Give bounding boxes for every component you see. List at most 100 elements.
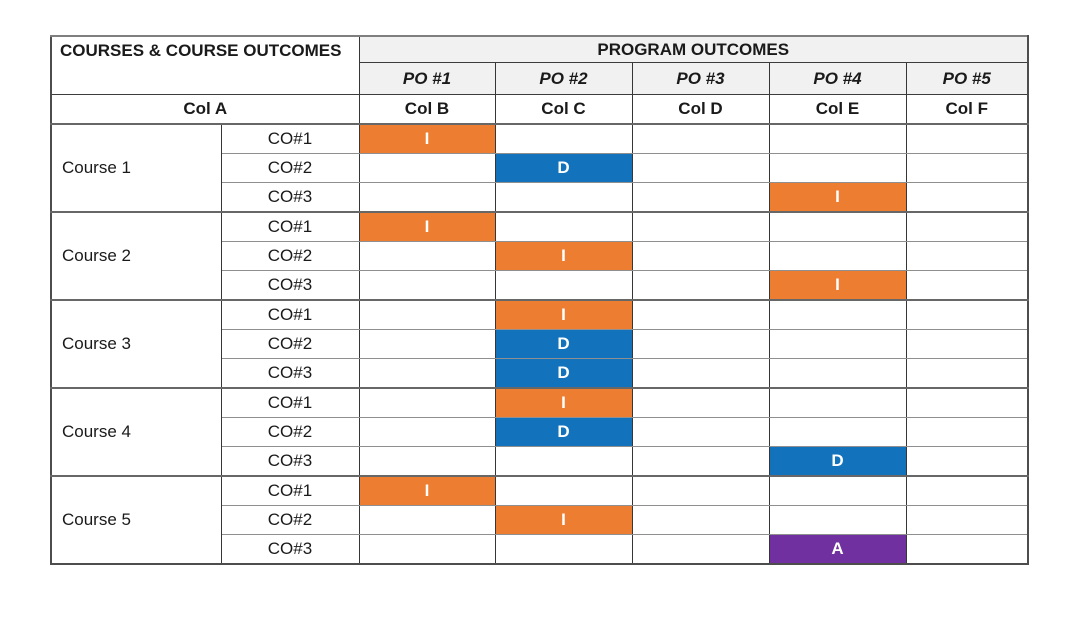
header-row-titles: COURSES & COURSE OUTCOMES PROGRAM OUTCOM… bbox=[50, 35, 1029, 95]
matrix-cell bbox=[905, 417, 1029, 447]
matrix-cell bbox=[768, 329, 907, 359]
col-label-3: Col C bbox=[494, 94, 633, 125]
matrix-cell bbox=[768, 153, 907, 183]
col-label-4: Col D bbox=[631, 94, 770, 125]
matrix-cell: D bbox=[768, 446, 907, 477]
matrix-cell bbox=[768, 211, 907, 242]
matrix-cell bbox=[358, 329, 496, 359]
matrix-cell: I bbox=[768, 270, 907, 301]
table-row: CO#2 I bbox=[51, 505, 1029, 535]
course-name: Course 2 bbox=[50, 211, 222, 301]
matrix-cell bbox=[768, 505, 907, 535]
matrix-cell bbox=[905, 446, 1029, 477]
matrix-cell bbox=[905, 475, 1029, 506]
matrix-cell bbox=[905, 270, 1029, 301]
table-row: CO#3 I bbox=[51, 182, 1029, 213]
matrix-cell bbox=[631, 123, 770, 154]
matrix-cell bbox=[905, 241, 1029, 271]
course-name: Course 3 bbox=[50, 299, 222, 389]
matrix-cell bbox=[631, 211, 770, 242]
matrix-cell bbox=[768, 358, 907, 389]
co-label: CO#1 bbox=[220, 387, 360, 418]
co-label: CO#3 bbox=[220, 446, 360, 477]
matrix-cell: I bbox=[494, 505, 633, 535]
table-row: CO#2 D bbox=[51, 153, 1029, 183]
matrix-cell bbox=[905, 329, 1029, 359]
matrix-cell bbox=[631, 387, 770, 418]
table-row: CO#2 D bbox=[51, 417, 1029, 447]
matrix-cell bbox=[905, 299, 1029, 330]
matrix-cell: I bbox=[358, 123, 496, 154]
matrix-cell bbox=[905, 505, 1029, 535]
matrix-cell bbox=[494, 270, 633, 301]
matrix-cell bbox=[631, 153, 770, 183]
matrix-cell bbox=[631, 446, 770, 477]
matrix-cell bbox=[631, 534, 770, 565]
matrix-cell: D bbox=[494, 329, 633, 359]
matrix-cell bbox=[631, 329, 770, 359]
po-label-5: PO #5 bbox=[905, 62, 1029, 95]
matrix-cell: I bbox=[768, 182, 907, 213]
matrix-cell bbox=[631, 358, 770, 389]
matrix-cell bbox=[905, 153, 1029, 183]
course-name: Course 1 bbox=[50, 123, 222, 213]
table-row: CO#2 I bbox=[51, 241, 1029, 271]
matrix-cell bbox=[905, 358, 1029, 389]
matrix-cell bbox=[494, 534, 633, 565]
matrix-cell: I bbox=[494, 387, 633, 418]
co-label: CO#1 bbox=[220, 123, 360, 154]
matrix-cell bbox=[905, 387, 1029, 418]
matrix-cell bbox=[768, 387, 907, 418]
matrix-cell bbox=[768, 475, 907, 506]
matrix-cell bbox=[358, 417, 496, 447]
table-row: CO#3 D bbox=[51, 446, 1029, 477]
table-row: CO#3 I bbox=[51, 270, 1029, 301]
matrix-cell bbox=[358, 534, 496, 565]
matrix-cell: I bbox=[494, 241, 633, 271]
co-label: CO#2 bbox=[220, 505, 360, 535]
corner-title: COURSES & COURSE OUTCOMES bbox=[50, 35, 360, 95]
matrix-cell bbox=[768, 123, 907, 154]
matrix-cell: D bbox=[494, 358, 633, 389]
po-label-1: PO #1 bbox=[358, 62, 496, 95]
table-row: Course 2 CO#1 I bbox=[50, 211, 1029, 301]
matrix-cell bbox=[631, 299, 770, 330]
matrix-cell bbox=[358, 358, 496, 389]
matrix-cell bbox=[631, 505, 770, 535]
matrix-cell bbox=[358, 153, 496, 183]
co-label: CO#2 bbox=[220, 417, 360, 447]
col-label-a: Col A bbox=[50, 94, 360, 125]
matrix-cell bbox=[631, 241, 770, 271]
col-label-5: Col E bbox=[768, 94, 907, 125]
table-row: CO#3 A bbox=[51, 534, 1029, 565]
program-outcomes-title: PROGRAM OUTCOMES bbox=[358, 35, 1029, 63]
co-label: CO#3 bbox=[220, 358, 360, 389]
matrix-cell bbox=[358, 182, 496, 213]
table-row: CO#3 D bbox=[51, 358, 1029, 389]
table-row: CO#2 D bbox=[51, 329, 1029, 359]
matrix-cell bbox=[358, 505, 496, 535]
matrix-cell bbox=[631, 475, 770, 506]
co-label: CO#2 bbox=[220, 153, 360, 183]
matrix-cell bbox=[768, 417, 907, 447]
co-label: CO#1 bbox=[220, 211, 360, 242]
table-row: Course 5 CO#1 I bbox=[50, 475, 1029, 565]
matrix-cell: A bbox=[768, 534, 907, 565]
matrix-cell: I bbox=[494, 299, 633, 330]
co-label: CO#1 bbox=[220, 475, 360, 506]
matrix-cell bbox=[631, 182, 770, 213]
matrix-cell: D bbox=[494, 417, 633, 447]
po-label-3: PO #3 bbox=[631, 62, 770, 95]
col-label-6: Col F bbox=[905, 94, 1029, 125]
table-row: Course 3 CO#1 I bbox=[50, 299, 1029, 389]
po-label-row: PO #1 PO #2 PO #3 PO #4 PO #5 bbox=[51, 62, 1029, 95]
matrix-body: Course 1 CO#1 I CO#2 D CO#3 I Course 2 CO#1 I CO#2… bbox=[50, 123, 1029, 565]
matrix-cell bbox=[494, 211, 633, 242]
co-label: CO#1 bbox=[220, 299, 360, 330]
matrix-cell bbox=[494, 446, 633, 477]
matrix-cell bbox=[494, 475, 633, 506]
matrix-cell bbox=[358, 270, 496, 301]
col-label-2: Col B bbox=[358, 94, 496, 125]
matrix-cell bbox=[768, 241, 907, 271]
table-row: Course 1 CO#1 I bbox=[50, 123, 1029, 213]
